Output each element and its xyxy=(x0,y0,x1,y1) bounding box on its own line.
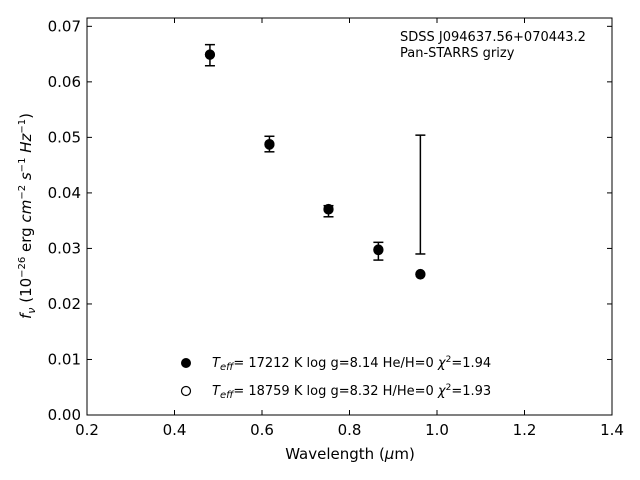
axis-ticks: 0.2 0.4 0.6 0.8 1.0 1.2 1.4 0.00 0.01 0.02 0.03 0.0… xyxy=(48,17,624,439)
point-open xyxy=(204,49,216,60)
y-tick-label: 0.03 xyxy=(48,239,81,257)
x-axis-label: Wavelength (μm) xyxy=(285,445,415,463)
x-tick-label: 0.6 xyxy=(250,421,274,439)
y-tick-label: 0.00 xyxy=(48,406,81,424)
x-tick-label: 0.4 xyxy=(163,421,187,439)
point-open xyxy=(264,138,275,150)
point-open xyxy=(415,268,426,280)
x-tick-label: 1.0 xyxy=(425,421,449,439)
legend-marker-filled xyxy=(181,358,191,368)
annotation-object-name: SDSS J094637.56+070443.2 xyxy=(400,30,586,45)
legend-label-series-1: Teff= 17212 K log g=8.14 He/H=0 χ2=1.94 xyxy=(212,355,491,373)
y-tick-label: 0.07 xyxy=(48,17,81,35)
x-tick-label: 1.2 xyxy=(513,421,537,439)
legend-label-series-2: Teff= 18759 K log g=8.32 H/He=0 χ2=1.93 xyxy=(212,383,491,401)
x-tick-label: 0.8 xyxy=(338,421,362,439)
y-tick-label: 0.04 xyxy=(48,184,81,202)
x-tick-label: 1.4 xyxy=(600,421,624,439)
error-bars xyxy=(204,43,426,261)
legend-marker-open xyxy=(180,385,192,397)
y-tick-label: 0.02 xyxy=(48,295,81,313)
annotation-survey: Pan-STARRS grizy xyxy=(400,46,515,61)
y-tick-label: 0.06 xyxy=(48,73,81,91)
point-open xyxy=(323,203,334,215)
y-tick-label: 0.01 xyxy=(48,350,81,368)
legend: Teff= 17212 K log g=8.14 He/H=0 χ2=1.94 … xyxy=(180,355,491,401)
data-points xyxy=(204,49,426,280)
x-tick-label: 0.2 xyxy=(75,421,99,439)
y-axis-label: fν (10−26 erg cm−2 s−1 Hz−1) xyxy=(17,113,38,319)
point-open xyxy=(373,244,384,255)
y-tick-label: 0.05 xyxy=(48,128,81,146)
